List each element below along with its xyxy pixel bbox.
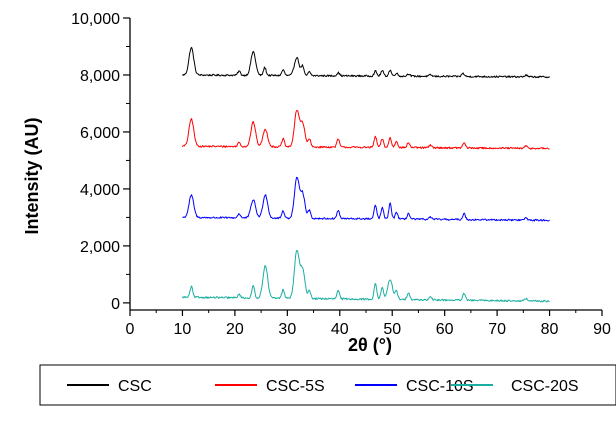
legend-label: CSC-5S (266, 378, 325, 395)
y-axis-title: Intensity (AU) (22, 117, 42, 234)
x-axis-title: 2θ (°) (348, 335, 392, 355)
axes: 0 10 20 30 40 50 60 70 80 90 0 2,000 4,000 6,000 8,000… (22, 11, 611, 355)
x-tick-label: 30 (278, 321, 296, 338)
y-tick-label: 6,000 (80, 125, 120, 142)
y-tick-label: 10,000 (71, 11, 120, 28)
legend-label: CSC-20S (511, 378, 579, 395)
y-tick-label: 0 (111, 296, 120, 313)
y-tick-label: 4,000 (80, 182, 120, 199)
x-tick-label: 60 (436, 321, 454, 338)
legend-box (39, 364, 616, 406)
series-line-csc-20s (181, 250, 550, 303)
x-tick-label: 0 (126, 321, 135, 338)
series-line-csc (182, 46, 550, 79)
x-tick-label: 90 (593, 321, 611, 338)
x-tick-label: 50 (383, 321, 401, 338)
y-tick-label: 8,000 (80, 68, 120, 85)
series-layer (181, 46, 550, 303)
series-line-csc-5s (181, 110, 550, 150)
x-tick-label: 80 (541, 321, 559, 338)
x-tick-label: 20 (226, 321, 244, 338)
legend-label: CSC (118, 378, 152, 395)
series-line-csc-10s (182, 176, 550, 222)
x-tick-label: 40 (331, 321, 349, 338)
y-tick-label: 2,000 (80, 239, 120, 256)
x-tick-label: 10 (174, 321, 192, 338)
x-tick-label: 70 (488, 321, 506, 338)
legend: CSC CSC-5S CSC-10S CSC-20S (39, 364, 616, 406)
legend-label: CSC-10S (406, 378, 474, 395)
